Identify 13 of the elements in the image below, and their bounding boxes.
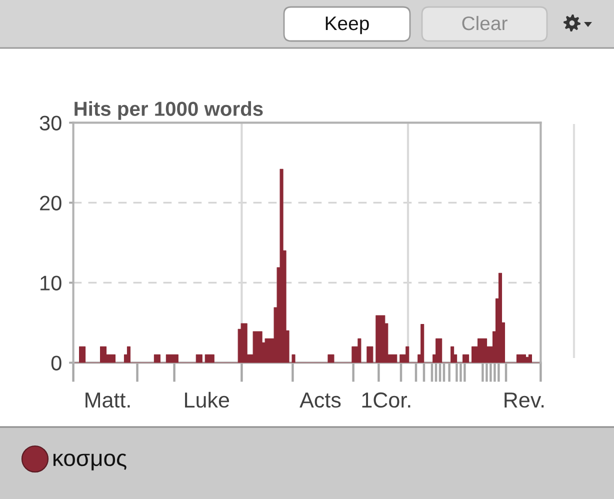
x-tick-label: Matt. xyxy=(86,392,130,408)
x-tick-label: Rev. xyxy=(504,392,544,408)
x-tick-label: Acts xyxy=(300,392,341,408)
y-tick-label: 30 xyxy=(40,116,62,130)
text: Keep xyxy=(326,16,369,34)
x-tick-label: 1Cor. xyxy=(362,392,410,408)
text: Clear xyxy=(462,16,508,30)
x-tick-label: Luke xyxy=(185,392,230,408)
chart-title: Hits per 1000 words xyxy=(74,101,263,120)
y-tick-label: 0 xyxy=(51,356,62,370)
y-tick-label: 10 xyxy=(40,276,62,290)
legend-label: κοσμος xyxy=(54,454,126,470)
y-tick-label: 20 xyxy=(40,196,62,210)
